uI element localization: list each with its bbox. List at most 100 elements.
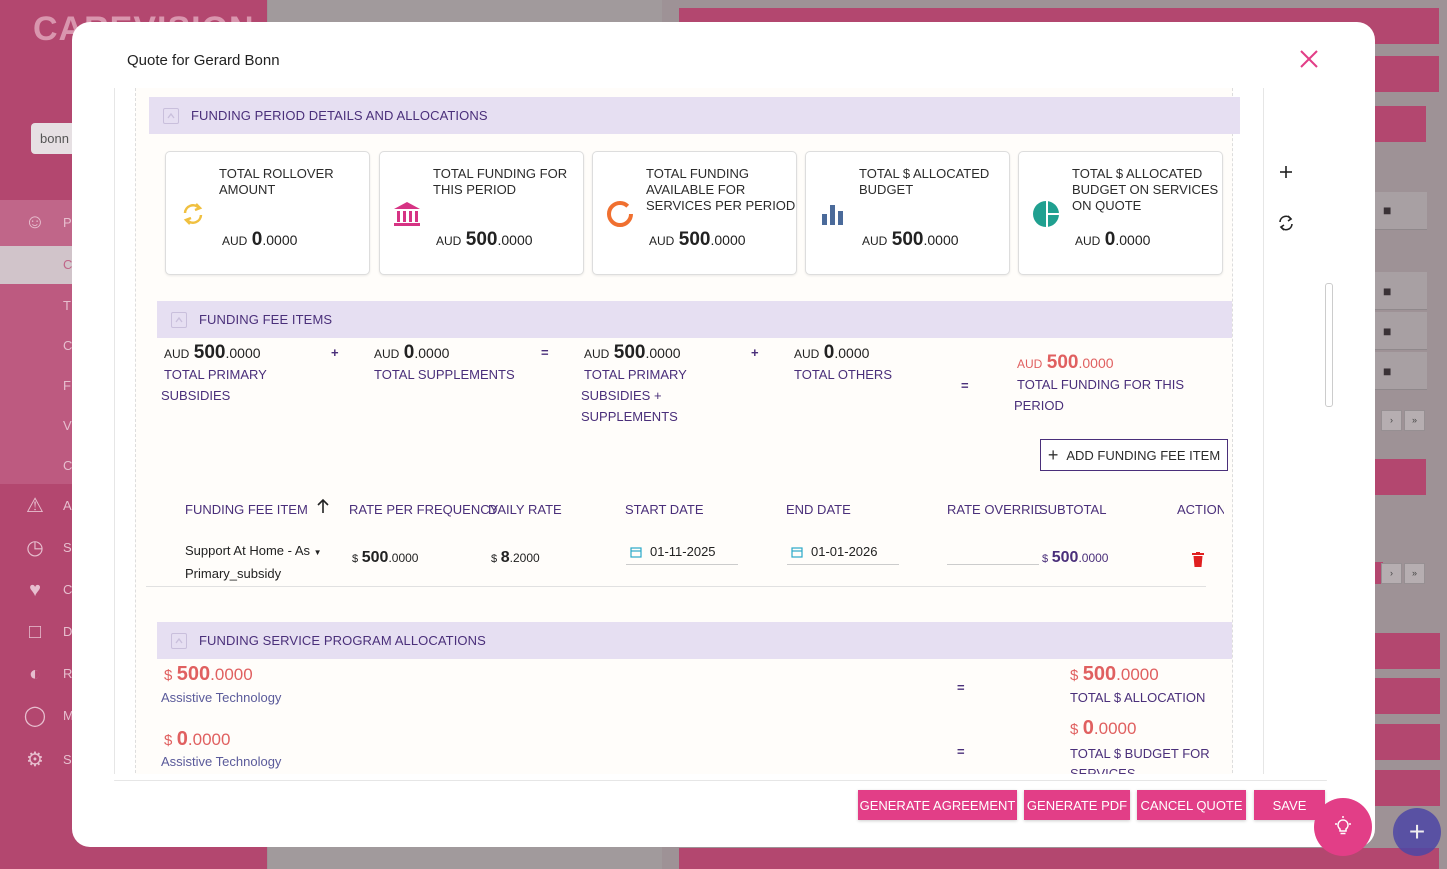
fee-item-select[interactable]: Support At Home - As ▼ Primary_subsidy xyxy=(185,543,322,581)
col-start-date[interactable]: START DATE xyxy=(625,502,704,517)
card-total-funding-period: TOTAL FUNDING FOR THIS PERIOD AUD 500.00… xyxy=(379,151,584,275)
summary-primary-plus-supplements: AUD 500.0000 TOTAL PRIMARY SUBSIDIES + S… xyxy=(581,342,687,424)
delete-icon[interactable] xyxy=(1192,552,1204,568)
add-funding-fee-item-button[interactable]: + ADD FUNDING FEE ITEM xyxy=(1040,439,1228,471)
gear-icon: ⚙ xyxy=(26,749,44,771)
plus-icon: + xyxy=(1047,444,1059,465)
program-allocation-amount: $ 0.0000 xyxy=(164,728,231,750)
col-end-date[interactable]: END DATE xyxy=(786,502,851,517)
refresh-icon xyxy=(178,199,208,229)
refresh-icon[interactable] xyxy=(1275,212,1297,234)
card-total-available-services: TOTAL FUNDING AVAILABLE FOR SERVICES PER… xyxy=(592,151,797,275)
rate-override-input[interactable] xyxy=(947,539,1039,565)
card-amount: AUD 500.0000 xyxy=(436,229,533,250)
trash-icon: ■ xyxy=(1383,202,1392,218)
nav-letter: C xyxy=(63,338,73,353)
operator-plus: + xyxy=(751,345,759,360)
section-service-program-allocations[interactable]: FUNDING SERVICE PROGRAM ALLOCATIONS xyxy=(157,622,1232,659)
modal-title: Quote for Gerard Bonn xyxy=(127,52,280,69)
total-budget-amount: $ 0.0000 xyxy=(1070,717,1137,739)
close-icon[interactable] xyxy=(1298,48,1320,70)
warning-icon: ⚠ xyxy=(26,495,44,517)
card-amount: AUD 500.0000 xyxy=(649,229,746,250)
start-date-input[interactable]: 01-11-2025 xyxy=(626,539,738,565)
background-bar xyxy=(1370,459,1426,495)
card-title: TOTAL $ ALLOCATED BUDGET ON SERVICES ON … xyxy=(1072,166,1219,213)
add-button-label: ADD FUNDING FEE ITEM xyxy=(1066,447,1221,463)
modal-scroll-body: FUNDING PERIOD DETAILS AND ALLOCATIONS T… xyxy=(114,88,1264,774)
operator-equals: = xyxy=(541,345,549,360)
col-daily-rate[interactable]: DAILY RATE xyxy=(488,502,562,517)
nav-letter: S xyxy=(63,540,72,555)
card-amount: AUD 500.0000 xyxy=(862,229,959,250)
program-allocation-amount: $ 500.0000 xyxy=(164,663,253,685)
summary-primary-subsidies: AUD 500.0000 TOTAL PRIMARY SUBSIDIES xyxy=(161,342,267,403)
total-budget-label: TOTAL $ BUDGET FOR SERVICES xyxy=(1070,746,1210,774)
nav-letter: V xyxy=(63,418,72,433)
nav-letter: P xyxy=(63,215,72,230)
pager-next: › xyxy=(1381,563,1402,584)
background-bar xyxy=(1370,106,1426,142)
pager-next: › xyxy=(1381,410,1402,431)
card-title: TOTAL FUNDING FOR THIS PERIOD xyxy=(433,166,568,197)
background-bar xyxy=(1375,562,1383,584)
card-total-rollover: TOTAL ROLLOVER AMOUNT AUD 0.0000 xyxy=(165,151,370,275)
nav-letter: M xyxy=(63,708,74,723)
nav-letter: C xyxy=(63,582,73,597)
generate-agreement-button[interactable]: GENERATE AGREEMENT xyxy=(858,790,1017,820)
rate-per-frequency-value: $ 500.0000 xyxy=(352,549,419,566)
card-total-allocated-services: TOTAL $ ALLOCATED BUDGET ON SERVICES ON … xyxy=(1018,151,1223,275)
card-title: TOTAL ROLLOVER AMOUNT xyxy=(219,166,334,197)
background-bar xyxy=(1370,724,1440,760)
tips-button[interactable] xyxy=(1314,798,1372,856)
trash-icon: ■ xyxy=(1383,323,1392,339)
quote-modal: Quote for Gerard Bonn FUNDING PERIOD DET… xyxy=(72,22,1375,847)
footer-divider xyxy=(114,780,1327,781)
user-icon: ◯ xyxy=(23,705,47,727)
bar-chart-icon xyxy=(818,199,848,229)
operator-equals: = xyxy=(961,378,969,393)
nav-letter: F xyxy=(63,378,71,393)
lightbulb-icon xyxy=(1335,816,1351,835)
col-subtotal[interactable]: SUBTOTAL xyxy=(1039,502,1107,517)
background-bar xyxy=(1370,678,1440,714)
background-bar xyxy=(1370,633,1440,669)
section-title: FUNDING PERIOD DETAILS AND ALLOCATIONS xyxy=(191,108,488,123)
sort-arrow-up-icon[interactable] xyxy=(316,498,330,517)
calendar-icon xyxy=(630,546,642,558)
trash-icon: ■ xyxy=(1383,283,1392,299)
heart-icon: ♥ xyxy=(29,579,41,601)
nav-letter: D xyxy=(63,624,73,639)
subtotal-value: $ 500.0000 xyxy=(1042,549,1109,566)
add-fab-button[interactable]: + xyxy=(1393,808,1441,856)
add-icon[interactable] xyxy=(1275,161,1297,183)
col-funding-fee-item[interactable]: FUNDING FEE ITEM xyxy=(185,502,308,517)
col-rate-override[interactable]: RATE OVERRIDE xyxy=(947,502,1041,517)
summary-total-funding: AUD 500.0000 TOTAL FUNDING FOR THIS PERI… xyxy=(1014,352,1185,413)
pager-last: » xyxy=(1404,410,1425,431)
scrollbar-thumb[interactable] xyxy=(1325,283,1333,407)
users-icon: ☺ xyxy=(24,211,46,233)
generate-pdf-button[interactable]: GENERATE PDF xyxy=(1024,790,1130,820)
background-bar xyxy=(1370,770,1440,806)
section-title: FUNDING SERVICE PROGRAM ALLOCATIONS xyxy=(199,633,486,648)
card-total-allocated-budget: TOTAL $ ALLOCATED BUDGET AUD 500.0000 xyxy=(805,151,1010,275)
collapse-icon[interactable] xyxy=(163,107,179,124)
save-button[interactable]: SAVE xyxy=(1254,790,1325,820)
clock-icon: ◷ xyxy=(26,537,44,559)
section-funding-period[interactable]: FUNDING PERIOD DETAILS AND ALLOCATIONS xyxy=(149,97,1240,134)
pie-chart-icon xyxy=(1031,199,1061,229)
total-allocation-label: TOTAL $ ALLOCATION xyxy=(1070,690,1206,705)
col-rate-per-frequency[interactable]: RATE PER FREQUENCY xyxy=(349,502,499,517)
collapse-icon[interactable] xyxy=(171,311,187,328)
trash-icon: ■ xyxy=(1383,363,1392,379)
nav-letter: R xyxy=(63,666,73,681)
chevron-down-icon: ▼ xyxy=(313,548,322,557)
cancel-quote-button[interactable]: CANCEL QUOTE xyxy=(1137,790,1246,820)
gauge-icon: ◐ xyxy=(28,663,42,685)
end-date-input[interactable]: 01-01-2026 xyxy=(787,539,899,565)
section-funding-fee-items[interactable]: FUNDING FEE ITEMS xyxy=(157,301,1232,338)
collapse-icon[interactable] xyxy=(171,632,187,649)
program-name: Assistive Technology xyxy=(161,754,282,769)
pager-last: » xyxy=(1404,563,1425,584)
